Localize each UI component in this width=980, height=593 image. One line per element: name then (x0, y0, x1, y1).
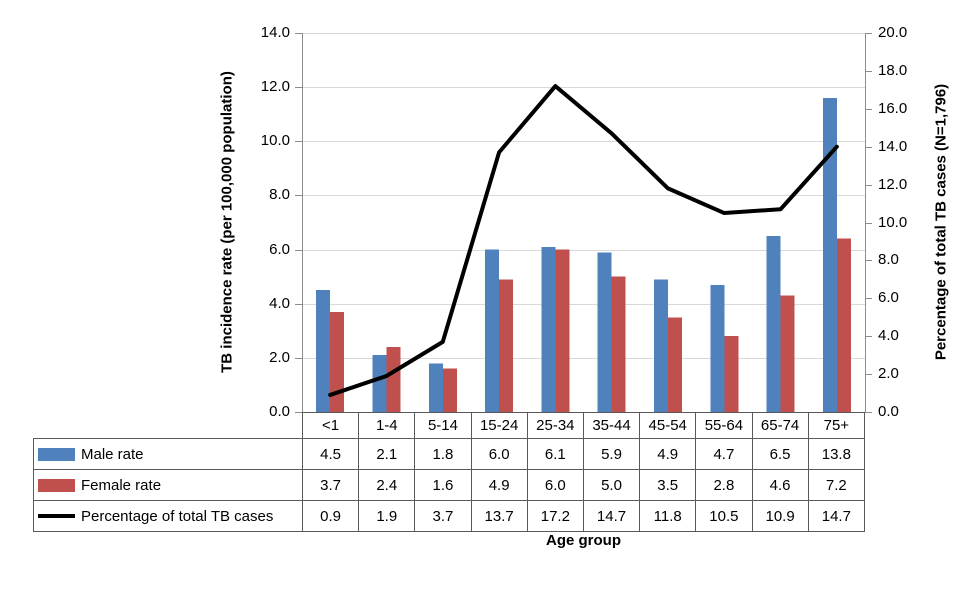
right-axis-tick-label: 0.0 (878, 403, 899, 420)
age-group-cell: 1-4 (358, 412, 416, 439)
bar-male-rate (428, 363, 443, 412)
right-axis-tick-label: 4.0 (878, 327, 899, 344)
value-cell: 6.0 (526, 469, 584, 501)
table-row-female-rate: Female rate 3.7 2.4 1.6 4.9 6.0 5.0 3.5 2.8 4.6 7.… (33, 469, 866, 501)
bar-male-rate (541, 246, 556, 412)
line-percentage-of-total-tb-cases (328, 84, 839, 397)
left-axis-tick-label: 0.0 (269, 403, 290, 420)
x-axis-title: Age group (546, 532, 621, 549)
right-axis-tick-label: 12.0 (878, 176, 908, 193)
bar-female-rate (836, 238, 851, 412)
age-group-cell: 75+ (807, 412, 866, 439)
value-cell: 2.1 (358, 438, 416, 470)
bar-female-rate (442, 368, 457, 412)
table-row-male-rate: Male rate 4.5 2.1 1.8 6.0 6.1 5.9 4.9 4.7 6.5 13.8 (33, 438, 866, 470)
bar-male-rate (597, 252, 612, 412)
age-group-cell: 5-14 (414, 412, 472, 439)
left-axis-tick-label: 10.0 (260, 132, 290, 149)
series-name-label: Percentage of total TB cases (81, 507, 274, 525)
series-name-label: Female rate (81, 476, 162, 494)
age-group-cell: 15-24 (470, 412, 528, 439)
value-cell: 4.5 (301, 438, 360, 470)
right-axis-tick-label: 16.0 (878, 100, 908, 117)
right-axis-tick-label: 10.0 (878, 214, 908, 231)
value-cell: 6.1 (526, 438, 584, 470)
value-cell: 4.9 (639, 438, 697, 470)
bar-female-rate (724, 336, 739, 412)
right-axis-tick-label: 2.0 (878, 365, 899, 382)
value-cell: 4.6 (751, 469, 809, 501)
series-label-cell: Female rate (33, 469, 303, 501)
value-cell: 1.8 (414, 438, 472, 470)
bar-female-rate (555, 249, 570, 412)
value-cell: 6.0 (470, 438, 528, 470)
value-cell: 13.7 (470, 500, 528, 532)
bar-female-rate (667, 317, 682, 412)
value-cell: 17.2 (526, 500, 584, 532)
left-axis-tick-label: 2.0 (269, 349, 290, 366)
bar-male-rate (653, 279, 668, 412)
legend-color-swatch (38, 447, 75, 461)
bar-male-rate (766, 236, 781, 412)
age-group-cell: 25-34 (526, 412, 584, 439)
bar-female-rate (499, 279, 514, 412)
value-cell: 4.7 (695, 438, 753, 470)
value-cell: 0.9 (301, 500, 360, 532)
legend-line-swatch (38, 513, 75, 518)
series-label-cell: Percentage of total TB cases (33, 500, 303, 532)
value-cell: 6.5 (751, 438, 809, 470)
table-corner-cell (34, 413, 303, 439)
bar-male-rate (372, 355, 387, 412)
bar-male-rate (485, 249, 500, 412)
value-cell: 10.9 (751, 500, 809, 532)
value-cell: 14.7 (807, 500, 866, 532)
left-axis-tick-label: 12.0 (260, 78, 290, 95)
value-cell: 14.7 (582, 500, 641, 532)
value-cell: 10.5 (695, 500, 753, 532)
plot-area (295, 33, 872, 413)
series-name-label: Male rate (81, 445, 144, 463)
value-cell: 11.8 (639, 500, 697, 532)
value-cell: 5.9 (582, 438, 641, 470)
left-axis-tick-label: 8.0 (269, 186, 290, 203)
data-table: <1 1-4 5-14 15-24 25-34 35-44 45-54 55-64 65-74 7… (33, 412, 866, 532)
age-group-header-row: <1 1-4 5-14 15-24 25-34 35-44 45-54 55-64 65-74 7… (34, 412, 866, 439)
age-group-cell: 35-44 (582, 412, 641, 439)
age-group-cell: 45-54 (639, 412, 697, 439)
right-axis-tick-label: 8.0 (878, 251, 899, 268)
value-cell: 13.8 (807, 438, 866, 470)
value-cell: 1.6 (414, 469, 472, 501)
bar-male-rate (710, 284, 725, 412)
right-axis-tick-label: 18.0 (878, 62, 908, 79)
value-cell: 4.9 (470, 469, 528, 501)
table-row-percentage-of-total-tb-cases: Percentage of total TB cases 0.9 1.9 3.7 13.… (33, 500, 866, 532)
series-label-cell: Male rate (33, 438, 303, 470)
age-group-cell: 55-64 (695, 412, 753, 439)
value-cell: 5.0 (582, 469, 641, 501)
left-axis-tick-label: 6.0 (269, 241, 290, 258)
age-group-cell: <1 (301, 412, 360, 439)
value-cell: 3.5 (639, 469, 697, 501)
value-cell: 1.9 (358, 500, 416, 532)
left-axis-title: TB incidence rate (per 100,000 populatio… (218, 71, 236, 373)
bar-female-rate (386, 347, 401, 412)
bar-male-rate (822, 97, 837, 412)
bar-male-rate (316, 290, 331, 412)
bar-female-rate (330, 311, 345, 412)
left-axis-tick-label: 14.0 (260, 24, 290, 41)
bar-female-rate (611, 276, 626, 412)
age-group-cell: 65-74 (751, 412, 809, 439)
right-axis-tick-label: 14.0 (878, 138, 908, 155)
right-axis-tick-label: 20.0 (878, 24, 908, 41)
right-axis-tick-label: 6.0 (878, 289, 899, 306)
bar-female-rate (780, 295, 795, 412)
legend-color-swatch (38, 478, 75, 492)
value-cell: 2.8 (695, 469, 753, 501)
value-cell: 2.4 (358, 469, 416, 501)
value-cell: 3.7 (301, 469, 360, 501)
value-cell: 3.7 (414, 500, 472, 532)
value-cell: 7.2 (807, 469, 866, 501)
left-axis-tick-label: 4.0 (269, 295, 290, 312)
